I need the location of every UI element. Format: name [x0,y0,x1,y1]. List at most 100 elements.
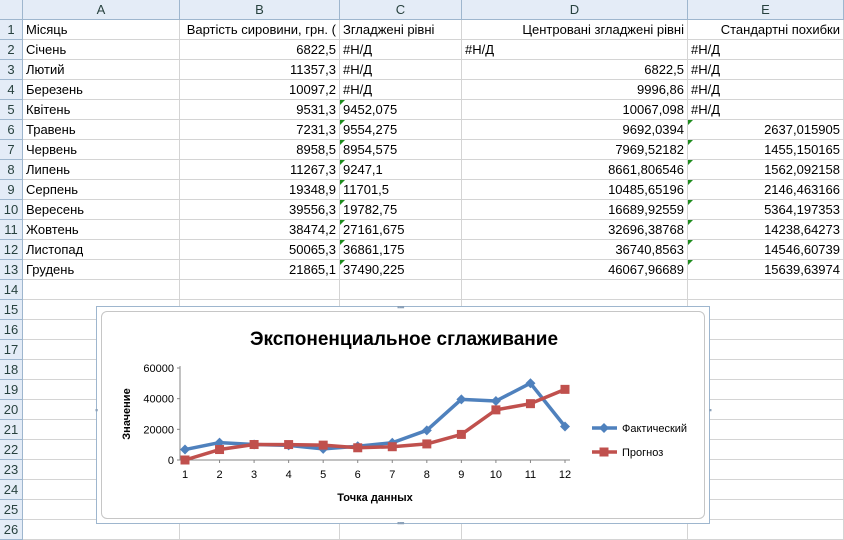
cell-e26[interactable] [688,520,844,540]
column-header-d[interactable]: D [462,0,688,20]
cell-b3[interactable]: 11357,3 [180,60,340,80]
cell-c6[interactable]: 9554,275 [340,120,462,140]
cell-e7[interactable]: 1455,150165 [688,140,844,160]
cell-a3[interactable]: Лютий [23,60,180,80]
cell-c4[interactable]: #Н/Д [340,80,462,100]
cell-b6[interactable]: 7231,3 [180,120,340,140]
row-header[interactable]: 26 [0,520,23,540]
row-header[interactable]: 6 [0,120,23,140]
cell-a7[interactable]: Червень [23,140,180,160]
cell-d14[interactable] [462,280,688,300]
cell-d12[interactable]: 36740,8563 [462,240,688,260]
cell-e11[interactable]: 14238,64273 [688,220,844,240]
row-header[interactable]: 14 [0,280,23,300]
cell-a2[interactable]: Січень [23,40,180,60]
row-header[interactable]: 18 [0,360,23,380]
row-header[interactable]: 19 [0,380,23,400]
cell-c12[interactable]: 36861,175 [340,240,462,260]
cell-a4[interactable]: Березень [23,80,180,100]
resize-handle-bottom[interactable]: ▪▪▪ [397,518,405,528]
cell-a5[interactable]: Квітень [23,100,180,120]
cell-e12[interactable]: 14546,60739 [688,240,844,260]
cell-e9[interactable]: 2146,463166 [688,180,844,200]
resize-handle-right[interactable]: ▪ [708,405,712,415]
cell-e25[interactable] [688,500,844,520]
cell-b2[interactable]: 6822,5 [180,40,340,60]
column-header-c[interactable]: C [340,0,462,20]
cell-a11[interactable]: Жовтень [23,220,180,240]
cell-d6[interactable]: 9692,0394 [462,120,688,140]
cell-c11[interactable]: 27161,675 [340,220,462,240]
cell-e24[interactable] [688,480,844,500]
cell-e13[interactable]: 15639,63974 [688,260,844,280]
row-header[interactable]: 16 [0,320,23,340]
cell-b11[interactable]: 38474,2 [180,220,340,240]
cell-e15[interactable] [688,300,844,320]
cell-c7[interactable]: 8954,575 [340,140,462,160]
row-header[interactable]: 5 [0,100,23,120]
cell-c5[interactable]: 9452,075 [340,100,462,120]
row-header[interactable]: 3 [0,60,23,80]
cell-e2[interactable]: #Н/Д [688,40,844,60]
cell-d9[interactable]: 10485,65196 [462,180,688,200]
cell-b13[interactable]: 21865,1 [180,260,340,280]
row-header[interactable]: 21 [0,420,23,440]
cell-e14[interactable] [688,280,844,300]
cell-b8[interactable]: 11267,3 [180,160,340,180]
cell-e5[interactable]: #Н/Д [688,100,844,120]
cell-e19[interactable] [688,380,844,400]
cell-a9[interactable]: Серпень [23,180,180,200]
row-header[interactable]: 9 [0,180,23,200]
row-header[interactable]: 15 [0,300,23,320]
column-header-b[interactable]: B [180,0,340,20]
cell-e8[interactable]: 1562,092158 [688,160,844,180]
cell-d4[interactable]: 9996,86 [462,80,688,100]
row-header[interactable]: 13 [0,260,23,280]
column-header-a[interactable]: A [23,0,180,20]
cell-e1[interactable]: Стандартні похибки [688,20,844,40]
cell-e16[interactable] [688,320,844,340]
cell-d8[interactable]: 8661,806546 [462,160,688,180]
row-header[interactable]: 7 [0,140,23,160]
row-header[interactable]: 20 [0,400,23,420]
resize-handle-left[interactable]: ▪ [95,405,98,415]
cell-c9[interactable]: 11701,5 [340,180,462,200]
cell-e21[interactable] [688,420,844,440]
row-header[interactable]: 24 [0,480,23,500]
cell-a14[interactable] [23,280,180,300]
cell-a10[interactable]: Вересень [23,200,180,220]
chart-area[interactable]: Экспоненциальное сглаживание 0 20000 40000 6… [101,311,705,519]
cell-c3[interactable]: #Н/Д [340,60,462,80]
cell-d2[interactable]: #Н/Д [462,40,688,60]
cell-b14[interactable] [180,280,340,300]
cell-b1[interactable]: Вартість сировини, грн. ( [180,20,340,40]
cell-e22[interactable] [688,440,844,460]
row-header[interactable]: 22 [0,440,23,460]
cell-b12[interactable]: 50065,3 [180,240,340,260]
cell-c13[interactable]: 37490,225 [340,260,462,280]
cell-e6[interactable]: 2637,015905 [688,120,844,140]
cell-e17[interactable] [688,340,844,360]
cell-c2[interactable]: #Н/Д [340,40,462,60]
cell-d5[interactable]: 10067,098 [462,100,688,120]
row-header[interactable]: 25 [0,500,23,520]
cell-b10[interactable]: 39556,3 [180,200,340,220]
row-header[interactable]: 10 [0,200,23,220]
row-header[interactable]: 2 [0,40,23,60]
cell-e20[interactable] [688,400,844,420]
row-header[interactable]: 8 [0,160,23,180]
row-header[interactable]: 17 [0,340,23,360]
cell-b7[interactable]: 8958,5 [180,140,340,160]
cell-b5[interactable]: 9531,3 [180,100,340,120]
row-header[interactable]: 4 [0,80,23,100]
cell-c8[interactable]: 9247,1 [340,160,462,180]
cell-d13[interactable]: 46067,96689 [462,260,688,280]
cell-a1[interactable]: Місяць [23,20,180,40]
cell-c14[interactable] [340,280,462,300]
column-header-e[interactable]: E [688,0,844,20]
cell-c1[interactable]: Згладжені рівні [340,20,462,40]
row-header[interactable]: 12 [0,240,23,260]
cell-d10[interactable]: 16689,92559 [462,200,688,220]
cell-b9[interactable]: 19348,9 [180,180,340,200]
cell-c10[interactable]: 19782,75 [340,200,462,220]
